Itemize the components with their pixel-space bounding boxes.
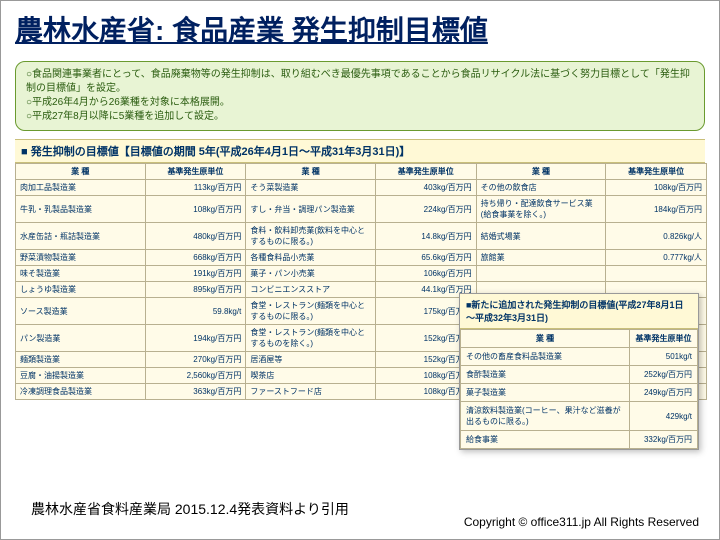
col-header: 業 種 [16, 164, 146, 180]
table-cell: 191kg/百万円 [145, 266, 246, 282]
table-cell: 501kg/t [630, 348, 698, 366]
table-cell: 252kg/百万円 [630, 366, 698, 384]
table-cell: 旅館業 [476, 250, 606, 266]
table-cell [476, 266, 606, 282]
intro-line-3: ○平成27年8月以降に5業種を追加して設定。 [26, 110, 694, 124]
table-header-row: 業 種 基準発生原単位 業 種 基準発生原単位 業 種 基準発生原単位 [16, 164, 707, 180]
table-cell: 332kg/百万円 [630, 431, 698, 449]
source-text: 農林水産省食料産業局 2015.12.4発表資料より引用 [31, 499, 349, 519]
table-cell: 食酢製造業 [461, 366, 630, 384]
main-table-header: ■ 発生抑制の目標値【目標値の期間 5年(平成26年4月1日～平成31年3月31… [15, 139, 705, 163]
table-cell: 各種食料品小売業 [246, 250, 376, 266]
table-cell: 0.826kg/人 [606, 223, 707, 250]
table-cell: 108kg/百万円 [606, 180, 707, 196]
intro-line-1: ○食品関連事業者にとって、食品廃棄物等の発生抑制は、取り組むべき最優先事項である… [26, 68, 694, 96]
table-cell: 清涼飲料製造業(コーヒー、果汁など滋養が出るものに限る。) [461, 402, 630, 431]
table-cell: 480kg/百万円 [145, 223, 246, 250]
table-cell: 給食事業 [461, 431, 630, 449]
intro-line-2: ○平成26年4月から26業種を対象に本格展開。 [26, 96, 694, 110]
table-cell: すし・弁当・調理パン製造業 [246, 196, 376, 223]
table-cell: ソース製造業 [16, 298, 146, 325]
table-cell: 895kg/百万円 [145, 282, 246, 298]
table-cell: 食堂・レストラン(麺類を中心とするものを除く。) [246, 325, 376, 352]
col-header: 基準発生原単位 [375, 164, 476, 180]
table-cell: 肉加工品製造業 [16, 180, 146, 196]
table-row: 水産缶詰・瓶詰製造業480kg/百万円食料・飲料卸売業(飲料を中心とするものに限… [16, 223, 707, 250]
table-cell: 363kg/百万円 [145, 384, 246, 400]
table-cell: 106kg/百万円 [375, 266, 476, 282]
table-cell: 429kg/t [630, 402, 698, 431]
table-row: 肉加工品製造業113kg/百万円そう菜製造業403kg/百万円その他の飲食店10… [16, 180, 707, 196]
table-cell: 194kg/百万円 [145, 325, 246, 352]
table-cell: 豆腐・油揚製造業 [16, 368, 146, 384]
table-cell: 野菜漬物製造業 [16, 250, 146, 266]
table-row: 野菜漬物製造業668kg/百万円各種食料品小売業65.6kg/百万円旅館業0.7… [16, 250, 707, 266]
table-cell [606, 266, 707, 282]
table-cell: 65.6kg/百万円 [375, 250, 476, 266]
table-cell: 居酒屋等 [246, 352, 376, 368]
table-cell: 喫茶店 [246, 368, 376, 384]
col-header: 業 種 [461, 330, 630, 348]
table-cell: 結婚式場業 [476, 223, 606, 250]
table-cell: 108kg/百万円 [145, 196, 246, 223]
col-header: 業 種 [476, 164, 606, 180]
overlay-panel: ■新たに追加された発生抑制の目標値(平成27年8月1日～平成32年3月31日) … [459, 293, 699, 450]
table-cell: 菓子・パン小売業 [246, 266, 376, 282]
table-cell: 668kg/百万円 [145, 250, 246, 266]
table-cell: ファーストフード店 [246, 384, 376, 400]
intro-box: ○食品関連事業者にとって、食品廃棄物等の発生抑制は、取り組むべき最優先事項である… [15, 61, 705, 131]
overlay-table: 業 種 基準発生原単位 その他の畜産食料品製造業501kg/t食酢製造業252k… [460, 329, 698, 449]
table-cell: 403kg/百万円 [375, 180, 476, 196]
table-cell: 224kg/百万円 [375, 196, 476, 223]
table-cell: 2,560kg/百万円 [145, 368, 246, 384]
table-cell: 食料・飲料卸売業(飲料を中心とするものに限る。) [246, 223, 376, 250]
overlay-header: ■新たに追加された発生抑制の目標値(平成27年8月1日～平成32年3月31日) [460, 294, 698, 329]
table-row: 菓子製造業249kg/百万円 [461, 384, 698, 402]
table-row: 牛乳・乳製品製造業108kg/百万円すし・弁当・調理パン製造業224kg/百万円… [16, 196, 707, 223]
col-header: 基準発生原単位 [630, 330, 698, 348]
table-row: その他の畜産食料品製造業501kg/t [461, 348, 698, 366]
col-header: 基準発生原単位 [145, 164, 246, 180]
col-header: 基準発生原単位 [606, 164, 707, 180]
table-cell: 持ち帰り・配達飲食サービス業(給食事業を除く。) [476, 196, 606, 223]
page-title: 農林水産省: 食品産業 発生抑制目標値 [1, 1, 719, 53]
table-row: 清涼飲料製造業(コーヒー、果汁など滋養が出るものに限る。)429kg/t [461, 402, 698, 431]
table-header-row: 業 種 基準発生原単位 [461, 330, 698, 348]
table-cell: 水産缶詰・瓶詰製造業 [16, 223, 146, 250]
table-cell: 菓子製造業 [461, 384, 630, 402]
table-cell: 249kg/百万円 [630, 384, 698, 402]
table-cell: そう菜製造業 [246, 180, 376, 196]
table-cell: その他の畜産食料品製造業 [461, 348, 630, 366]
col-header: 業 種 [246, 164, 376, 180]
table-cell: 0.777kg/人 [606, 250, 707, 266]
table-cell: 59.8kg/t [145, 298, 246, 325]
table-cell: 牛乳・乳製品製造業 [16, 196, 146, 223]
table-row: 味そ製造業191kg/百万円菓子・パン小売業106kg/百万円 [16, 266, 707, 282]
table-row: 食酢製造業252kg/百万円 [461, 366, 698, 384]
table-cell: 味そ製造業 [16, 266, 146, 282]
table-cell: 麺類製造業 [16, 352, 146, 368]
table-cell: しょうゆ製造業 [16, 282, 146, 298]
table-row: 給食事業332kg/百万円 [461, 431, 698, 449]
table-cell: その他の飲食店 [476, 180, 606, 196]
table-cell: 食堂・レストラン(麺類を中心とするものに限る。) [246, 298, 376, 325]
copyright-text: Copyright © office311.jp All Rights Rese… [464, 515, 699, 529]
table-cell: 冷凍調理食品製造業 [16, 384, 146, 400]
table-cell: 14.8kg/百万円 [375, 223, 476, 250]
table-cell: 184kg/百万円 [606, 196, 707, 223]
table-cell: 113kg/百万円 [145, 180, 246, 196]
table-cell: パン製造業 [16, 325, 146, 352]
table-cell: コンビニエンスストア [246, 282, 376, 298]
table-cell: 270kg/百万円 [145, 352, 246, 368]
